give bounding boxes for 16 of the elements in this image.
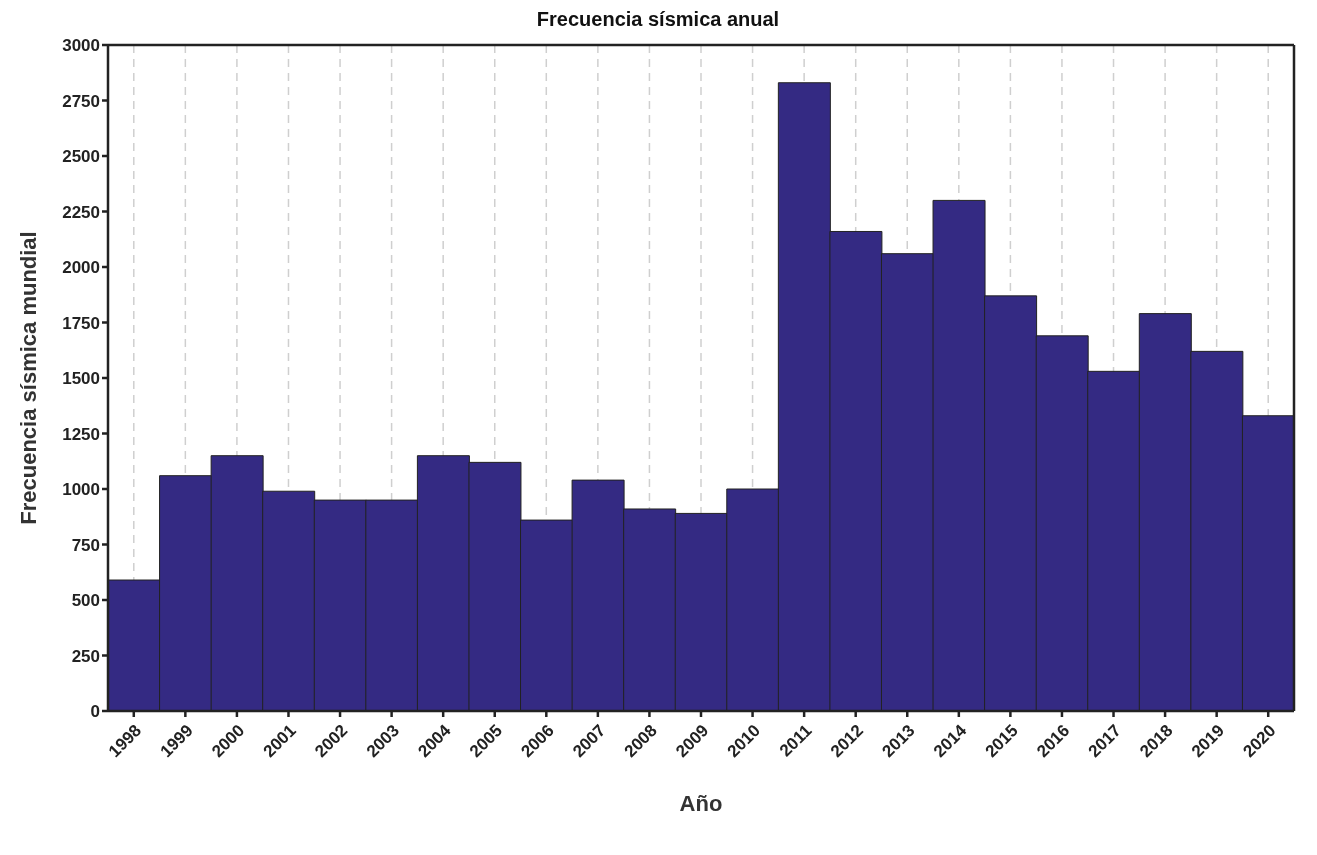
y-tick-label: 750	[71, 535, 100, 555]
y-tick-label: 2250	[62, 202, 100, 222]
y-tick-label: 500	[71, 591, 100, 611]
y-tick-label: 250	[71, 646, 100, 666]
x-axis-title: Año	[679, 791, 723, 816]
y-axis-title: Frecuencia sísmica mundial	[15, 231, 41, 525]
chart-title: Frecuencia sísmica anual	[535, 8, 781, 31]
y-tick-label: 2750	[62, 91, 100, 111]
y-tick-label: 0	[90, 702, 100, 722]
y-tick-label: 3000	[62, 36, 100, 56]
y-tick-label: 1750	[62, 313, 100, 333]
y-tick-label: 1000	[62, 480, 100, 500]
y-tick-label: 1500	[62, 369, 100, 389]
y-tick-label: 2500	[62, 147, 100, 167]
y-tick-label: 2000	[62, 258, 100, 278]
y-tick-label: 1250	[62, 424, 100, 444]
